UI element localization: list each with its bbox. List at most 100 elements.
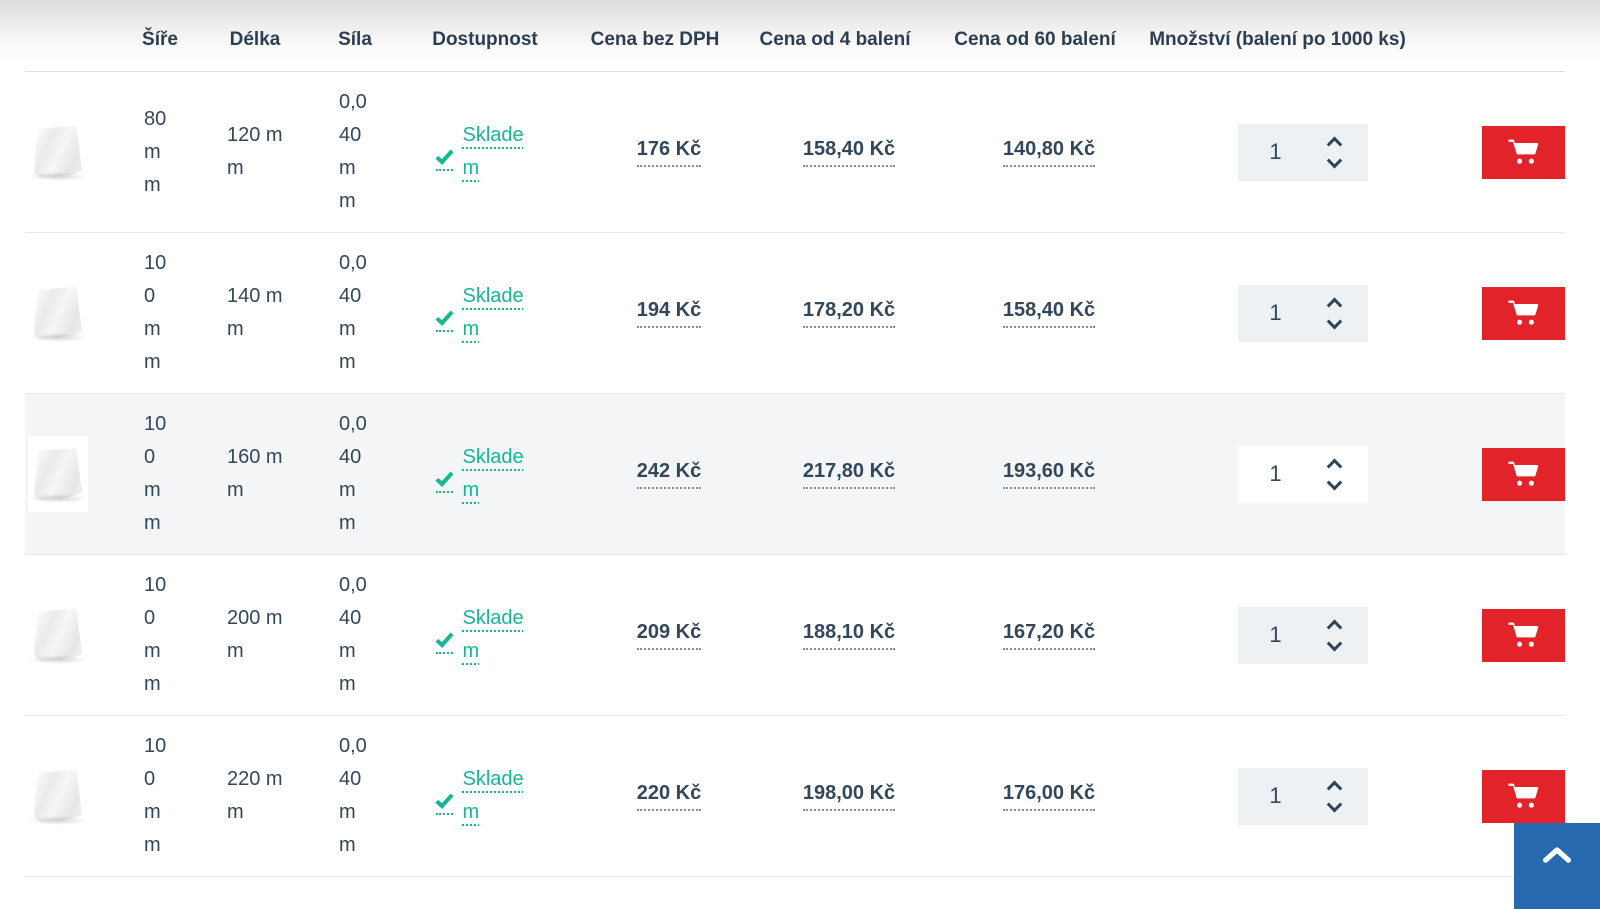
quantity-stepper (1237, 123, 1368, 181)
thickness-value: 0,040 mm (339, 574, 367, 695)
price-excl-vat[interactable]: 209 Kč (636, 621, 702, 650)
price-from-60[interactable]: 176,00 Kč (1002, 782, 1096, 811)
price-excl-vat[interactable]: 176 Kč (636, 138, 702, 167)
header-cena-od-4: Cena od 4 balení (759, 28, 911, 50)
header-sire: Šíře (142, 28, 178, 50)
product-thumbnail[interactable] (28, 114, 88, 190)
length-value: 200 mm (227, 607, 283, 662)
check-icon (434, 146, 454, 171)
price-from-60[interactable]: 167,20 Kč (1002, 621, 1096, 650)
width-value: 100 mm (144, 252, 167, 373)
width-value: 100 mm (144, 574, 167, 695)
header-delka: Délka (229, 28, 281, 50)
quantity-increase-button[interactable] (1326, 296, 1343, 313)
add-to-cart-button[interactable] (1482, 286, 1565, 340)
quantity-increase-button[interactable] (1326, 457, 1343, 474)
quantity-decrease-button[interactable] (1326, 474, 1343, 492)
quantity-input[interactable] (1237, 139, 1314, 165)
price-from-4[interactable]: 178,20 Kč (802, 299, 896, 328)
product-thumbnail[interactable] (28, 275, 88, 351)
quantity-decrease-button[interactable] (1326, 796, 1343, 814)
thickness-value: 0,040 mm (339, 413, 367, 534)
chevron-up-icon (1326, 780, 1343, 796)
price-from-4[interactable]: 158,40 Kč (802, 138, 896, 167)
quantity-stepper (1237, 767, 1368, 825)
plastic-bag-image (28, 126, 88, 181)
check-icon (434, 629, 454, 654)
shopping-cart-icon (1507, 300, 1538, 325)
availability-cell: Skladem (395, 555, 575, 715)
availability-link[interactable]: Skladem (462, 285, 524, 340)
availability-cell: Skladem (395, 716, 575, 876)
product-thumbnail[interactable] (28, 597, 88, 673)
add-to-cart-button[interactable] (1482, 125, 1565, 179)
price-excl-vat[interactable]: 220 Kč (636, 782, 702, 811)
header-cart-spacer (1420, 0, 1565, 71)
product-thumbnail[interactable] (28, 758, 88, 834)
price-excl-vat[interactable]: 194 Kč (636, 299, 702, 328)
price-from-4[interactable]: 188,10 Kč (802, 621, 896, 650)
product-thumbnail[interactable] (28, 436, 88, 512)
quantity-input[interactable] (1237, 461, 1314, 487)
chevron-down-icon (1326, 313, 1343, 329)
add-to-cart-button[interactable] (1482, 608, 1565, 662)
thickness-value: 0,040 mm (339, 252, 367, 373)
header-image-spacer (25, 0, 125, 71)
shopping-cart-icon (1507, 622, 1538, 647)
width-value: 80 mm (144, 107, 167, 196)
price-from-60[interactable]: 193,60 Kč (1002, 460, 1096, 489)
length-value: 220 mm (227, 768, 283, 823)
product-table: Šíře Délka Síla Dostupnost Cena bez DPH … (25, 0, 1565, 877)
quantity-stepper (1237, 606, 1368, 664)
quantity-decrease-button[interactable] (1326, 313, 1343, 331)
add-to-cart-button[interactable] (1482, 447, 1565, 501)
chevron-up-icon (1326, 297, 1343, 313)
chevron-up-icon (1326, 136, 1343, 152)
price-from-4[interactable]: 217,80 Kč (802, 460, 896, 489)
shopping-cart-icon (1507, 461, 1538, 486)
quantity-stepper (1237, 445, 1368, 503)
quantity-increase-button[interactable] (1326, 618, 1343, 635)
length-value: 160 mm (227, 446, 283, 501)
availability-link[interactable]: Skladem (462, 768, 524, 823)
header-mnozstvi: Množství (balení po 1000 ks) (1149, 28, 1406, 50)
availability-link[interactable]: Skladem (462, 124, 524, 179)
scroll-to-top-button[interactable] (1514, 823, 1600, 909)
quantity-decrease-button[interactable] (1326, 152, 1343, 170)
chevron-down-icon (1326, 152, 1343, 168)
plastic-bag-image (28, 609, 88, 664)
table-row-highlighted: 100 mm 160 mm 0,040 mm Skladem 242 Kč 21… (25, 394, 1565, 555)
quantity-increase-button[interactable] (1326, 779, 1343, 796)
chevron-up-icon (1326, 458, 1343, 474)
check-icon (434, 468, 454, 493)
quantity-stepper (1237, 284, 1368, 342)
table-row: 100 mm 220 mm 0,040 mm Skladem 220 Kč 19… (25, 716, 1565, 877)
plastic-bag-image (28, 770, 88, 825)
price-from-4[interactable]: 198,00 Kč (802, 782, 896, 811)
top-shadow-gradient (0, 0, 1600, 64)
table-row: 100 mm 200 mm 0,040 mm Skladem 209 Kč 18… (25, 555, 1565, 716)
quantity-input[interactable] (1237, 622, 1314, 648)
chevron-up-icon (1543, 847, 1571, 863)
thickness-value: 0,040 mm (339, 735, 367, 856)
price-excl-vat[interactable]: 242 Kč (636, 460, 702, 489)
price-from-60[interactable]: 140,80 Kč (1002, 138, 1096, 167)
table-row: 100 mm 140 mm 0,040 mm Skladem 194 Kč 17… (25, 233, 1565, 394)
table-row: 80 mm 120 mm 0,040 mm Skladem 176 Kč 158… (25, 72, 1565, 233)
add-to-cart-button[interactable] (1482, 769, 1565, 823)
price-from-60[interactable]: 158,40 Kč (1002, 299, 1096, 328)
header-cena-od-60: Cena od 60 balení (954, 28, 1116, 50)
thickness-value: 0,040 mm (339, 91, 367, 212)
header-cena-bez-dph: Cena bez DPH (590, 28, 720, 50)
availability-link[interactable]: Skladem (462, 607, 524, 662)
table-header-row: Šíře Délka Síla Dostupnost Cena bez DPH … (25, 0, 1565, 72)
shopping-cart-icon (1507, 139, 1538, 164)
quantity-input[interactable] (1237, 300, 1314, 326)
quantity-decrease-button[interactable] (1326, 635, 1343, 653)
availability-link[interactable]: Skladem (462, 446, 524, 501)
quantity-input[interactable] (1237, 783, 1314, 809)
quantity-increase-button[interactable] (1326, 135, 1343, 152)
chevron-up-icon (1326, 619, 1343, 635)
chevron-down-icon (1326, 474, 1343, 490)
length-value: 120 mm (227, 124, 283, 179)
